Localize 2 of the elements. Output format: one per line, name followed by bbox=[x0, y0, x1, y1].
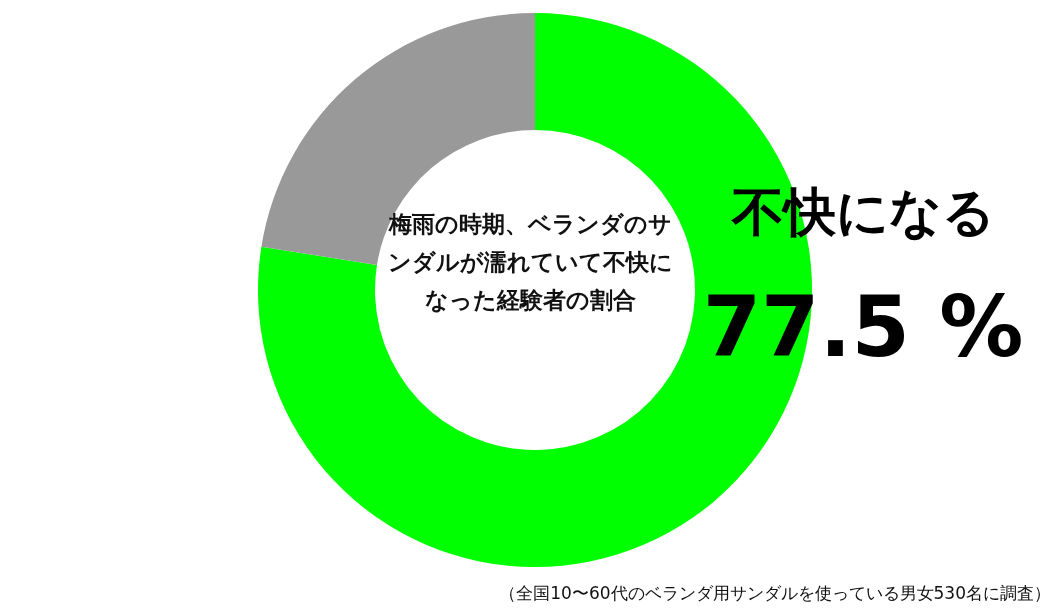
text: 梅雨の時期、ベランダのサンダルが濡れていて不快になった経験者の割合 bbox=[386, 210, 674, 315]
text: （全国10〜60代のベランダ用サンダルを使っている男女530名に調査） bbox=[499, 582, 1051, 605]
